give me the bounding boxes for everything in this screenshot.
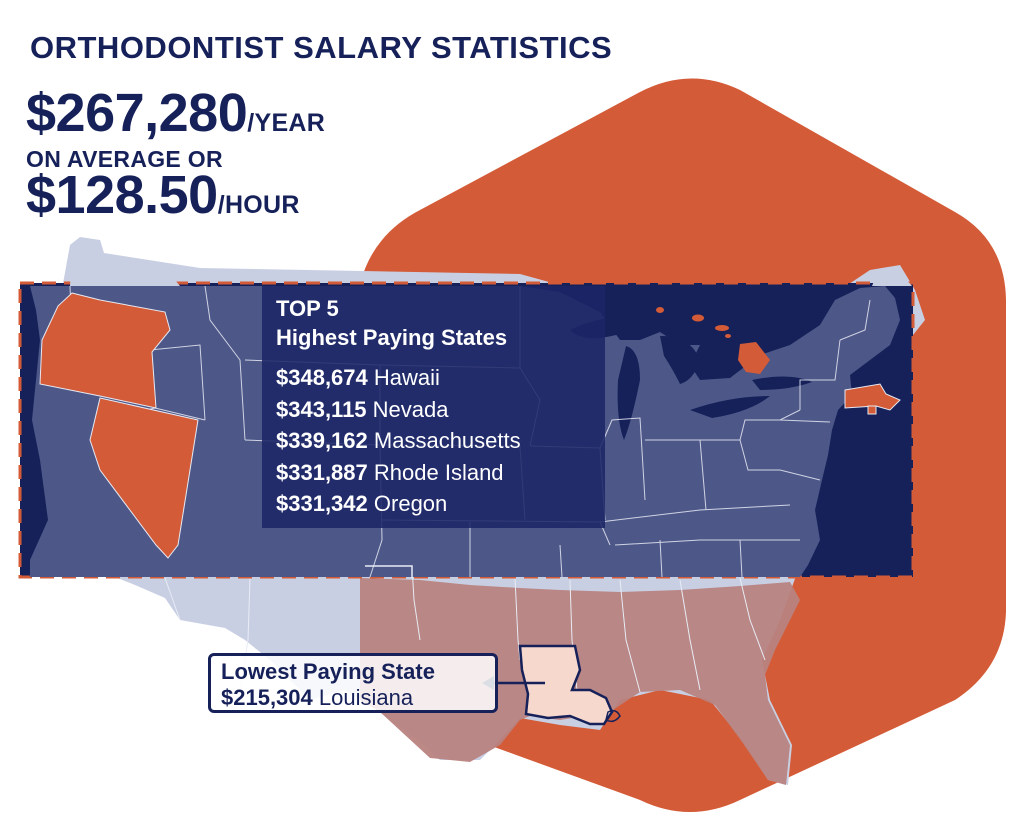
annual-unit: /YEAR xyxy=(247,109,326,137)
annual-salary: $267,280/YEAR xyxy=(26,82,325,144)
lowest-amount: $215,304 xyxy=(221,685,313,710)
massachusetts-highlight xyxy=(844,383,901,411)
nevada-highlight xyxy=(89,397,199,559)
hourly-value: $128.50 xyxy=(26,165,218,225)
list-item: $343,115 Nevada xyxy=(276,394,521,426)
list-item: $339,162 Massachusetts xyxy=(276,425,521,457)
louisiana-delta xyxy=(605,709,621,723)
lowest-value: $215,304 Louisiana xyxy=(221,685,413,711)
lowest-title: Lowest Paying State xyxy=(221,659,435,684)
hourly-unit: /HOUR xyxy=(217,191,300,219)
state-name: Nevada xyxy=(372,396,449,422)
average-connector-text: ON AVERAGE OR xyxy=(26,146,223,172)
state-name: Massachusetts xyxy=(373,428,521,453)
oregon-highlight xyxy=(39,292,171,409)
hourly-salary: $128.50/HOUR xyxy=(26,164,300,226)
louisiana-shape xyxy=(518,644,614,726)
state-amount: $339,162 xyxy=(276,428,368,453)
rhode-island-highlight xyxy=(867,405,877,415)
top5-title-line2: Highest Paying States xyxy=(276,325,508,350)
lowest-paying-callout: Lowest Paying State $215,304 Louisiana xyxy=(208,653,498,713)
state-name: Oregon xyxy=(373,491,448,516)
list-item: $348,674 Hawaii xyxy=(276,362,521,394)
list-item: $331,342 Oregon xyxy=(276,488,521,520)
list-item: $331,887 Rhode Island xyxy=(276,457,521,489)
state-name: Rhode Island xyxy=(373,459,504,485)
state-amount: $331,887 xyxy=(276,459,368,485)
maine-outline xyxy=(872,268,912,286)
great-lakes xyxy=(570,317,812,440)
state-name: Hawaii xyxy=(373,365,440,390)
lowest-state-name: Louisiana xyxy=(318,685,414,710)
southern-states-overlay xyxy=(360,578,800,785)
top5-title: TOP 5 Highest Paying States xyxy=(276,294,507,352)
top5-panel: TOP 5 Highest Paying States $348,674 Haw… xyxy=(262,286,605,528)
state-amount: $343,115 xyxy=(276,396,367,422)
washington-top xyxy=(70,240,180,286)
top5-title-line1: TOP 5 xyxy=(276,296,339,321)
annual-value: $267,280 xyxy=(26,83,248,143)
state-amount: $348,674 xyxy=(276,365,368,390)
faded-state-lines xyxy=(164,565,766,701)
page-title: ORTHODONTIST SALARY STATISTICS xyxy=(30,30,613,65)
hawaii-islands xyxy=(656,307,770,374)
texas-border xyxy=(365,565,413,578)
state-amount: $331,342 xyxy=(276,491,368,516)
top5-list: $348,674 Hawaii $343,115 Nevada $339,162… xyxy=(276,362,521,520)
